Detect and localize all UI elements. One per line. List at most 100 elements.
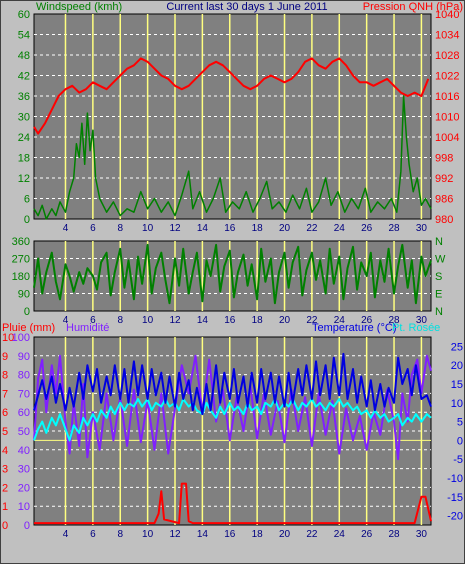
right-tick-label: 25 — [451, 341, 463, 353]
left-tick-label: 60 — [18, 407, 30, 419]
rain-tick-label: 6 — [2, 407, 8, 419]
right-tick-label: 1040 — [435, 9, 459, 21]
temperature-line — [33, 352, 432, 416]
x-tick-label: 6 — [90, 315, 96, 326]
x-tick-label: 30 — [416, 529, 428, 540]
temperature-tick-labels: -20 -15 -10 -5 0 5 10 15 20 25 — [447, 341, 463, 522]
rain-tick-label: 9 — [2, 351, 8, 363]
right-tick-label: 986 — [435, 194, 453, 206]
x-tick-label: 8 — [117, 315, 123, 326]
x-tick-label: 26 — [361, 315, 373, 326]
wind-pressure-day-lines — [64, 14, 423, 219]
left-tick-label: 60 — [18, 9, 30, 21]
x-tick-label: 12 — [169, 223, 181, 234]
wind-pressure-grid — [34, 34, 431, 199]
x-tick-label: 16 — [224, 529, 236, 540]
right-tick-label: 20 — [451, 360, 463, 372]
left-tick-label: 30 — [18, 112, 30, 124]
left-tick-label: 30 — [18, 464, 30, 476]
right-tick-label: -20 — [447, 511, 463, 523]
rain-tick-label: 2 — [2, 482, 8, 494]
x-tick-label: 10 — [142, 315, 154, 326]
pressure-axis-label: Pression QNH (hPa) — [363, 1, 463, 13]
rain-tick-label: 5 — [2, 426, 8, 438]
day-tick-labels-2: 4 6 8 10 12 14 16 18 20 22 24 26 28 30 — [63, 315, 428, 326]
x-tick-label: 6 — [90, 223, 96, 234]
left-tick-label: 40 — [18, 445, 30, 457]
x-tick-label: 20 — [279, 529, 291, 540]
left-tick-label: 20 — [18, 482, 30, 494]
right-tick-label: 992 — [435, 173, 453, 185]
x-tick-label: 28 — [388, 315, 400, 326]
temperature-series — [33, 352, 432, 416]
windspeed-axis-label: Windspeed (kmh) — [36, 1, 122, 13]
right-tick-label: W — [435, 254, 446, 266]
x-tick-label: 24 — [334, 223, 346, 234]
x-tick-label: 4 — [63, 529, 69, 540]
humidity-axis-label: Humidité — [66, 322, 109, 334]
right-tick-label: 980 — [435, 214, 453, 226]
left-tick-label: 48 — [18, 50, 30, 62]
x-tick-label: 22 — [306, 529, 318, 540]
rain-tick-label: 7 — [2, 388, 8, 400]
day-tick-labels: 4 6 8 10 12 14 16 18 20 22 24 26 28 30 — [63, 223, 428, 234]
right-tick-label: N — [435, 236, 443, 248]
left-tick-label: 80 — [18, 370, 30, 382]
right-tick-label: -10 — [447, 473, 463, 485]
wind-speed-series — [33, 95, 432, 220]
left-tick-label: 42 — [18, 71, 30, 83]
left-tick-label: 10 — [18, 501, 30, 513]
x-tick-label: 6 — [90, 529, 96, 540]
x-tick-label: 14 — [197, 315, 209, 326]
rain-tick-label: 10 — [2, 332, 14, 344]
wind-speed-line — [33, 95, 432, 220]
dewpoint-series — [33, 398, 432, 442]
right-tick-label: 1022 — [435, 71, 459, 83]
right-tick-label: 1028 — [435, 50, 459, 62]
humidity-tick-labels: 0 10 20 30 40 50 60 70 80 90 100 — [12, 332, 30, 532]
rain-tick-label: 8 — [2, 370, 8, 382]
pressure-tick-labels: 980 986 992 998 1004 1010 1016 1022 1028 1034 1040 — [435, 9, 459, 226]
x-tick-label: 30 — [416, 315, 428, 326]
x-tick-label: 20 — [279, 315, 291, 326]
x-tick-label: 12 — [169, 315, 181, 326]
right-tick-label: 5 — [457, 417, 463, 429]
x-tick-label: 28 — [388, 223, 400, 234]
x-tick-label: 28 — [388, 529, 400, 540]
left-tick-label: 36 — [18, 91, 30, 103]
weather-day-lines — [64, 337, 423, 525]
left-tick-label: 6 — [24, 194, 30, 206]
right-tick-label: 1004 — [435, 132, 459, 144]
left-tick-label: 90 — [18, 351, 30, 363]
left-tick-label: 12 — [18, 173, 30, 185]
dewpoint-line — [33, 398, 432, 442]
wind-direction-series — [33, 243, 432, 305]
x-tick-label: 12 — [169, 529, 181, 540]
left-tick-label: 100 — [12, 332, 30, 344]
x-tick-label: 18 — [252, 315, 264, 326]
right-tick-label: S — [435, 271, 442, 283]
left-tick-label: 0 — [24, 306, 30, 318]
direction-degree-labels: 0 90 180 270 360 — [12, 236, 30, 318]
right-tick-label: 1034 — [435, 30, 459, 42]
left-tick-label: 180 — [12, 271, 30, 283]
left-tick-label: 270 — [12, 254, 30, 266]
rain-axis-label: Pluie (mm) — [2, 322, 55, 334]
right-tick-label: 998 — [435, 153, 453, 165]
left-tick-label: 24 — [18, 132, 30, 144]
x-tick-label: 22 — [306, 223, 318, 234]
x-tick-label: 26 — [361, 223, 373, 234]
left-tick-label: 50 — [18, 426, 30, 438]
x-tick-label: 8 — [117, 223, 123, 234]
x-tick-label: 26 — [361, 529, 373, 540]
dewpoint-axis-label: Pt. Rosée — [392, 322, 440, 334]
rain-tick-label: 1 — [2, 501, 8, 513]
left-tick-label: 0 — [24, 520, 30, 532]
rain-tick-labels: 0 1 2 3 4 5 6 7 8 9 10 — [2, 332, 14, 532]
rain-tick-label: 4 — [2, 445, 8, 457]
